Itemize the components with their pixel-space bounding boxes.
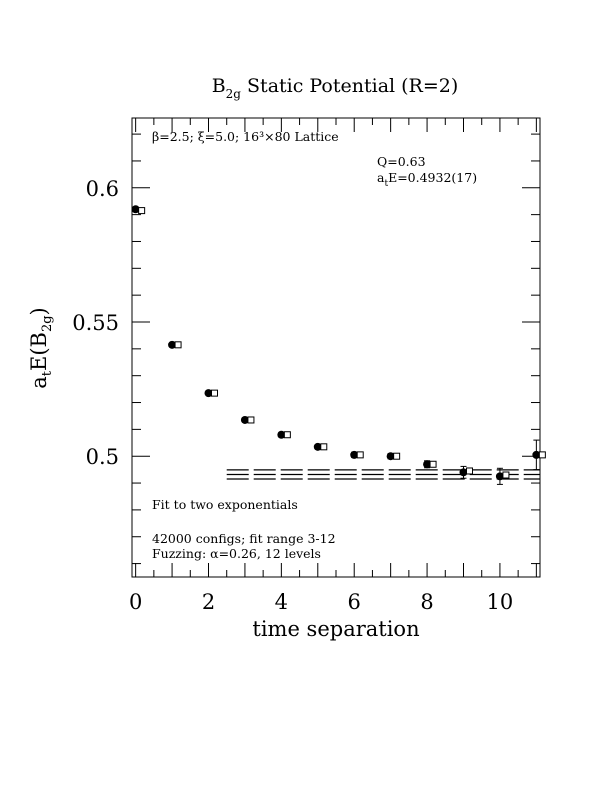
data-point-circle	[423, 460, 432, 469]
y-tick-label: 0.5	[86, 445, 119, 469]
data-points	[131, 205, 546, 485]
x-axis-label: time separation	[252, 617, 419, 641]
data-point-circle	[240, 415, 249, 424]
fit-type-annotation: Fit to two exponentials	[152, 497, 298, 512]
x-axis-tick-labels: 0 2 4 6 8 10	[129, 590, 513, 614]
data-point-square	[320, 443, 328, 451]
data-point-circle	[532, 450, 541, 459]
data-point-square	[502, 471, 510, 479]
data-point-circle	[386, 452, 395, 461]
lattice-annotation: β=2.5; ξ=5.0; 16³×80 Lattice	[152, 129, 339, 144]
data-point-circle	[350, 450, 359, 459]
y-axis-tick-labels: 0.5 0.55 0.6	[72, 177, 119, 469]
data-point-square	[174, 341, 182, 349]
data-point-square	[429, 460, 437, 468]
data-point-circle	[204, 389, 213, 398]
y-tick-label: 0.55	[72, 311, 119, 335]
data-point-circle	[131, 205, 140, 214]
energy-annotation: atE=0.4932(17)	[377, 170, 477, 189]
data-point-square	[538, 451, 546, 459]
x-tick-label: 2	[202, 590, 215, 614]
x-tick-label: 6	[348, 590, 361, 614]
fuzzing-annotation: Fuzzing: α=0.26, 12 levels	[152, 546, 321, 561]
data-point-circle	[168, 340, 177, 349]
data-point-square	[466, 467, 473, 475]
data-point-circle	[495, 472, 504, 481]
x-axis-ticks	[135, 118, 537, 577]
y-axis-ticks	[132, 133, 540, 565]
data-point-square	[247, 416, 255, 424]
fit-band	[226, 469, 540, 480]
chart-title: B2g Static Potential (R=2)	[212, 75, 459, 101]
configs-annotation: 42000 configs; fit range 3-12	[152, 531, 336, 546]
x-tick-label: 10	[487, 590, 514, 614]
y-tick-label: 0.6	[86, 177, 119, 201]
y-axis-label: atE(B2g)	[27, 307, 55, 389]
data-point-circle	[313, 442, 322, 451]
data-point-square	[393, 452, 401, 460]
x-tick-label: 4	[275, 590, 288, 614]
q-annotation: Q=0.63	[377, 154, 426, 169]
data-point-square	[356, 451, 364, 459]
x-tick-label: 8	[420, 590, 433, 614]
data-point-square	[211, 389, 218, 397]
data-point-square	[138, 207, 146, 215]
x-tick-label: 0	[129, 590, 142, 614]
data-point-square	[283, 431, 291, 439]
data-point-circle	[277, 430, 286, 439]
data-point-circle	[459, 468, 468, 477]
